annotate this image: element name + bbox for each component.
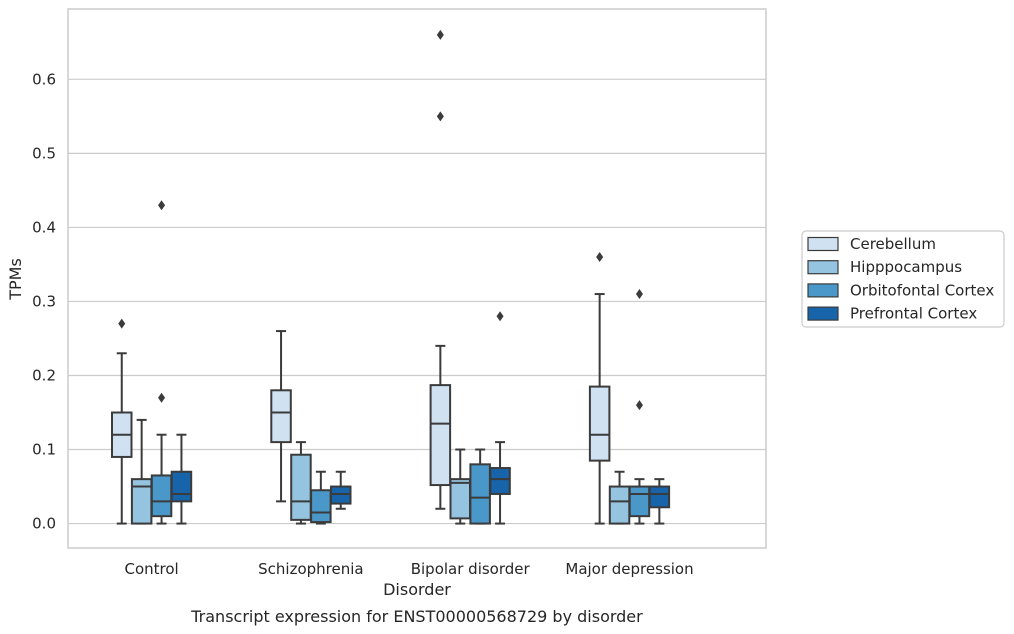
y-tick-label: 0.3: [32, 292, 56, 310]
legend-swatch: [807, 283, 839, 298]
outlier-point: [436, 111, 444, 122]
legend-swatch: [807, 260, 839, 275]
x-tick-label: Control: [124, 560, 178, 578]
box-iqr: [628, 485, 651, 518]
box: [588, 252, 611, 525]
box: [310, 470, 332, 525]
legend-entry: Orbitofontal Cortex: [850, 281, 994, 299]
plot-area-frame: [67, 8, 767, 549]
box: [290, 441, 312, 525]
box-iqr: [469, 463, 491, 525]
box-iqr: [489, 467, 511, 495]
legend-swatch: [807, 306, 839, 321]
outlier-point: [118, 318, 126, 329]
box: [648, 478, 671, 525]
box: [330, 470, 352, 510]
y-tick-label: 0.6: [32, 70, 56, 88]
box: [469, 448, 491, 525]
box: [150, 200, 173, 525]
box-series: [111, 29, 671, 525]
x-tick-labels: Control Schizophrenia Bipolar disorder Majo…: [124, 560, 693, 578]
box: [270, 330, 292, 503]
box-iqr: [150, 474, 173, 518]
y-tick-label: 0.4: [32, 218, 56, 236]
y-gridlines: [68, 78, 766, 525]
box-iqr: [170, 470, 193, 503]
legend-frame: [801, 230, 1005, 328]
outlier-point: [635, 400, 643, 411]
box: [111, 318, 133, 525]
box: [608, 470, 631, 525]
x-tick-label: Bipolar disorder: [411, 560, 531, 578]
box: [130, 418, 153, 525]
x-axis-label: Disorder: [383, 580, 451, 599]
box-iqr: [290, 453, 312, 521]
legend: Cerebellum Hipppocampus Orbitofontal Corte…: [801, 230, 1005, 328]
box-iqr: [330, 485, 352, 505]
x-tick-label: Schizophrenia: [258, 560, 363, 578]
box: [429, 29, 452, 510]
outlier-point: [436, 29, 444, 40]
outlier-point: [496, 311, 504, 322]
box-iqr: [449, 478, 471, 520]
box-iqr: [588, 385, 611, 462]
chart-caption: Transcript expression for ENST0000056872…: [190, 607, 643, 626]
box: [170, 433, 193, 525]
outlier-point: [596, 252, 604, 263]
legend-entry: Prefrontal Cortex: [850, 305, 977, 323]
box-iqr: [270, 389, 292, 444]
box: [628, 289, 651, 525]
outlier-point: [158, 200, 166, 211]
x-tick-label: Major depression: [565, 560, 693, 578]
box: [449, 448, 471, 525]
box-iqr: [310, 489, 332, 524]
box-iqr: [608, 485, 631, 525]
y-tick-label: 0.5: [32, 144, 56, 162]
box-iqr: [648, 485, 671, 509]
y-tick-label: 0.1: [32, 441, 56, 459]
y-axis-label: TPMs: [6, 258, 25, 301]
y-tick-label: 0.2: [32, 366, 56, 384]
legend-entry: Cerebellum: [850, 235, 936, 253]
box-iqr: [429, 384, 452, 487]
box: [489, 311, 511, 525]
legend-entry: Hipppocampus: [850, 258, 962, 276]
outlier-point: [158, 392, 166, 403]
outlier-point: [635, 289, 643, 300]
legend-swatch: [807, 236, 839, 252]
y-tick-labels: 0.0 0.1 0.2 0.3 0.4 0.5 0.6: [32, 70, 56, 532]
y-tick-label: 0.0: [32, 515, 56, 533]
